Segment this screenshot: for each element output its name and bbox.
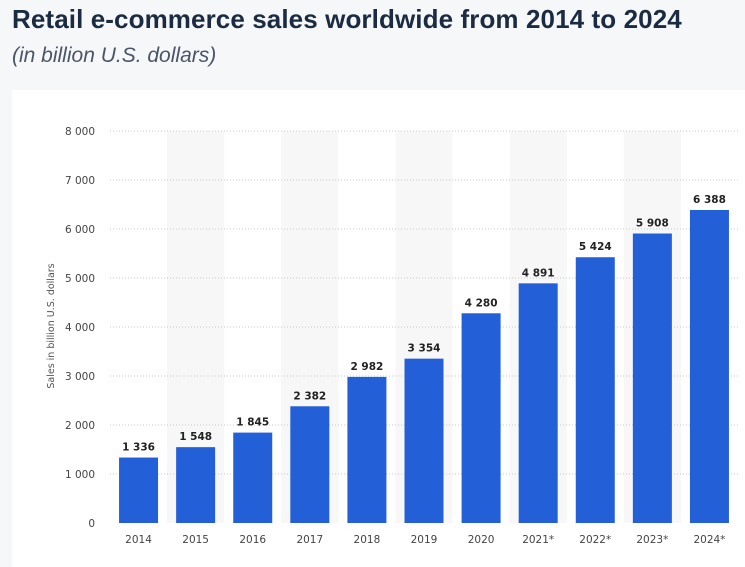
bar xyxy=(347,376,387,523)
y-tick-label: 8 000 xyxy=(65,126,95,138)
chart-title: Retail e-commerce sales worldwide from 2… xyxy=(12,4,682,34)
x-tick-label: 2024* xyxy=(693,534,725,546)
bar xyxy=(119,457,159,523)
data-label: 1 548 xyxy=(179,431,212,443)
bar xyxy=(290,406,330,523)
x-tick-label: 2022* xyxy=(579,534,611,546)
data-label: 2 982 xyxy=(350,361,383,373)
x-tick-label: 2018 xyxy=(354,534,381,546)
bar xyxy=(404,358,444,523)
y-tick-label: 3 000 xyxy=(65,371,95,383)
x-tick-label: 2015 xyxy=(182,534,209,546)
data-label: 1 336 xyxy=(122,442,155,454)
y-tick-label: 4 000 xyxy=(65,322,95,334)
data-label: 2 382 xyxy=(293,390,326,402)
x-tick-label: 2019 xyxy=(411,534,438,546)
y-axis-label: Sales in billion U.S. dollars xyxy=(46,263,57,388)
data-label: 4 891 xyxy=(522,267,555,279)
x-tick-label: 2023* xyxy=(636,534,668,546)
data-label: 1 845 xyxy=(236,417,269,429)
y-tick-label: 2 000 xyxy=(65,420,95,432)
data-label: 6 388 xyxy=(693,194,726,206)
bar xyxy=(632,233,672,523)
bar xyxy=(176,447,216,523)
x-tick-label: 2014 xyxy=(125,534,152,546)
bar xyxy=(461,313,501,523)
y-tick-label: 5 000 xyxy=(65,273,95,285)
x-tick-label: 2020 xyxy=(468,534,495,546)
bar xyxy=(518,283,558,523)
data-label: 5 424 xyxy=(579,241,612,253)
bar xyxy=(689,209,729,523)
data-label: 5 908 xyxy=(636,218,669,230)
x-tick-label: 2017 xyxy=(296,534,323,546)
y-tick-label: 7 000 xyxy=(65,175,95,187)
y-tick-label: 6 000 xyxy=(65,224,95,236)
bar xyxy=(575,257,615,523)
data-label: 4 280 xyxy=(465,297,498,309)
x-tick-label: 2016 xyxy=(239,534,266,546)
x-tick-label: 2021* xyxy=(522,534,554,546)
chart-subtitle: (in billion U.S. dollars) xyxy=(12,44,217,67)
y-tick-label: 0 xyxy=(88,518,95,530)
y-tick-label: 1 000 xyxy=(65,469,95,481)
bar xyxy=(233,432,273,523)
data-label: 3 354 xyxy=(408,343,441,355)
